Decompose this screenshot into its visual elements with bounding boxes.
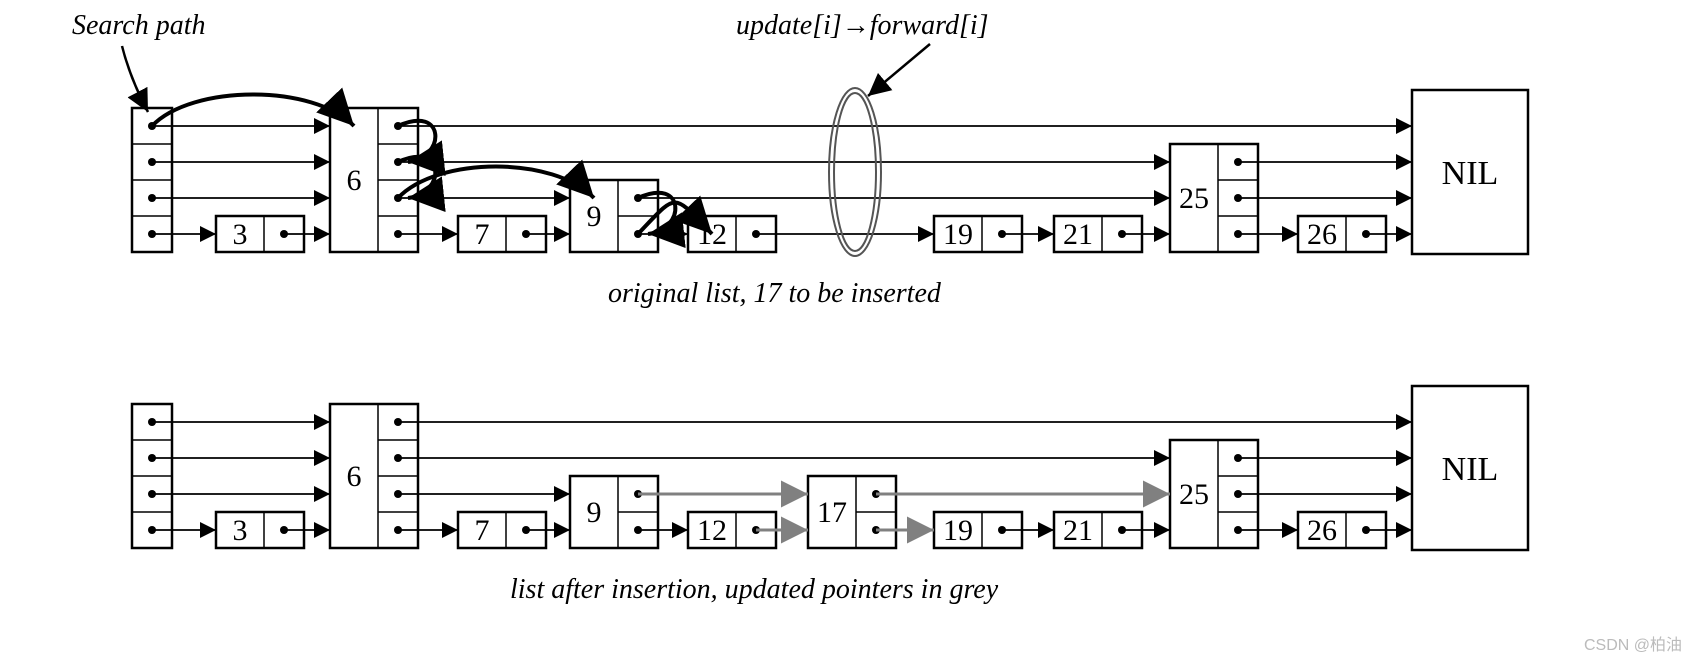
node-value: 3 [233,514,248,547]
node-value: 26 [1307,218,1337,251]
search-path-indicator-arrow [122,46,148,112]
node-value: 6 [347,460,362,493]
skiplist-diagram: 3 6 7 9 12 19 21 25 26 NIL Search path update[i]→fo… [0,0,1694,658]
search-path-label: Search path [72,10,206,41]
update-highlight-inner [834,93,876,251]
update-indicator-arrow [868,44,930,96]
update-forward-label: update[i]→forward[i] [736,10,989,41]
update-highlight-outer [829,88,881,256]
node-value: 19 [943,218,973,251]
node-value: 12 [697,514,727,547]
node-value: 19 [943,514,973,547]
search-path-curve [152,95,354,127]
node-value: 21 [1063,218,1093,251]
node-value: 25 [1179,478,1209,511]
node-value: 26 [1307,514,1337,547]
watermark: CSDN @柏油 [1584,636,1682,654]
node-value: 9 [587,200,602,233]
node-value: 7 [475,514,490,547]
node-value: 9 [587,496,602,529]
search-path-curve [398,167,594,199]
node-value: 7 [475,218,490,251]
nil-label: NIL [1442,155,1499,192]
node-value: 6 [347,164,362,197]
node-value: 17 [817,496,847,529]
node-value: 3 [233,218,248,251]
node-value: 25 [1179,182,1209,215]
caption-after: list after insertion, updated pointers i… [510,574,999,605]
nil-label: NIL [1442,451,1499,488]
caption-original: original list, 17 to be inserted [608,278,942,309]
node-value: 21 [1063,514,1093,547]
